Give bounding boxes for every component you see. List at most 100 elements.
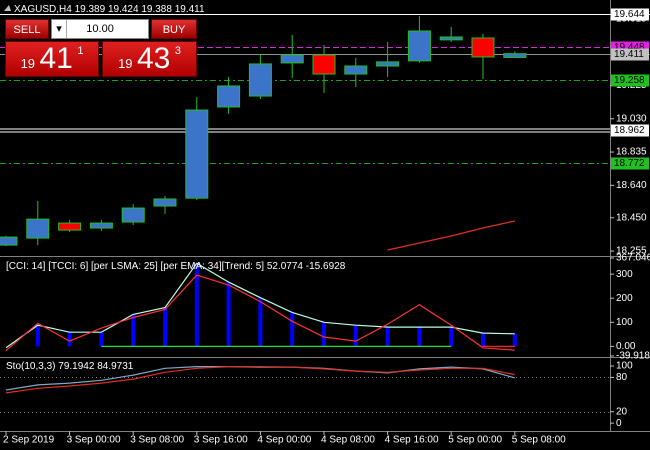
- y-tick-label: 300: [616, 269, 633, 280]
- histogram-bar: [481, 333, 485, 347]
- indicator-value: 52.0774: [267, 261, 304, 272]
- price-pips: 43: [136, 42, 171, 75]
- x-tick-label: 3 Sep 00:00: [67, 435, 121, 446]
- level-label: 19.411: [614, 49, 644, 60]
- indicator-value: 84.9731: [97, 361, 134, 372]
- histogram-bar: [99, 332, 104, 347]
- histogram-bar: [385, 327, 390, 347]
- y-tick-label: 367.0466: [616, 253, 650, 264]
- histogram-bar: [322, 322, 326, 347]
- ohlc-value: 19.389: [75, 4, 106, 15]
- candle-body: [376, 61, 400, 67]
- indicator-line: [5, 366, 515, 394]
- ohlc-value: 19.388: [141, 4, 172, 15]
- sell-button[interactable]: SELL: [5, 19, 49, 39]
- ohlc-value: 19.411: [175, 4, 205, 15]
- histogram-bar: [290, 312, 295, 347]
- level-label-bg: [611, 48, 649, 61]
- lot-down[interactable]: ▾: [52, 20, 67, 38]
- candle-body: [58, 222, 82, 231]
- indicator-value: -15.6928: [306, 261, 346, 272]
- symbol: XAGUSD,H4: [14, 4, 72, 15]
- indicator-title: [CCI: 14] [TCCI: 6] [per LSMA: 25] [per …: [6, 261, 346, 272]
- price-big-figure: 19: [20, 56, 36, 71]
- histogram-bar: [512, 333, 517, 347]
- level-label: 19.448: [614, 42, 645, 53]
- buy-button[interactable]: BUY: [151, 19, 197, 39]
- x-tick-label: 2 Sep 2019: [3, 435, 55, 446]
- y-tick-label: 20: [616, 406, 628, 417]
- buy-price[interactable]: 19 43 3: [102, 41, 197, 77]
- histogram-bar: [226, 282, 231, 347]
- y-tick-label: 200: [616, 293, 633, 304]
- y-tick-label: -39.9185: [616, 351, 650, 362]
- symbol-icon: [4, 5, 11, 11]
- candle-body: [0, 236, 18, 246]
- moving-average: [387, 220, 515, 251]
- price-fraction: 1: [77, 45, 84, 57]
- y-tick-label: 0: [616, 418, 622, 429]
- one-click-trading: SELL ▾ 10.00 BUY 19 41 1 19 43 3: [5, 19, 197, 77]
- indicator-title: Sto(10,3,3) 79.1942 84.9731: [6, 361, 134, 372]
- indicator-name: Sto(10,3,3): [6, 361, 55, 372]
- candle-body: [312, 54, 336, 75]
- candle-body: [280, 54, 304, 64]
- candle-body: [217, 85, 241, 108]
- ohlc-value: 19.424: [108, 4, 139, 15]
- candle-body: [503, 53, 527, 58]
- candle-body: [439, 36, 463, 41]
- candle-body: [248, 63, 272, 97]
- indicator-value: 79.1942: [58, 361, 95, 372]
- sell-price[interactable]: 19 41 1: [5, 41, 99, 77]
- y-tick-label: 18.835: [616, 147, 647, 158]
- level-label: 18.962: [614, 125, 645, 136]
- candle-body: [344, 65, 368, 75]
- candle-body: [89, 222, 113, 229]
- histogram-bar: [194, 263, 199, 347]
- y-tick-label: 18.255: [616, 246, 647, 257]
- x-tick-label: 5 Sep 00:00: [448, 435, 502, 446]
- histogram-bar: [35, 325, 40, 347]
- level-label-bg: [611, 8, 649, 21]
- candle-body: [153, 198, 177, 207]
- y-tick-label: 18.640: [616, 180, 647, 191]
- y-tick-label: 0.00: [616, 341, 636, 352]
- level-label: 19.258: [614, 75, 645, 86]
- level-label: 18.772: [614, 158, 645, 169]
- histogram-bar: [258, 297, 263, 347]
- level-label: 19.644: [614, 9, 645, 20]
- level-label-bg: [611, 124, 649, 137]
- price-big-figure: 19: [118, 56, 133, 71]
- y-tick-label: 18.450: [616, 212, 647, 223]
- histogram-bar: [417, 327, 422, 347]
- x-tick-label: 5 Sep 08:00: [512, 435, 566, 446]
- histogram-bar: [67, 332, 72, 347]
- histogram-bar: [163, 307, 167, 347]
- price-fraction: 3: [174, 45, 181, 57]
- candle-body: [471, 37, 495, 58]
- x-tick-label: 4 Sep 16:00: [385, 435, 439, 446]
- indicator-name: [CCI: 14] [TCCI: 6] [per LSMA: 25] [per …: [6, 261, 264, 272]
- y-tick-label: 19.030: [616, 113, 647, 124]
- y-tick-label: 80: [616, 372, 628, 383]
- x-tick-label: 4 Sep 08:00: [321, 435, 375, 446]
- level-label-bg: [611, 157, 649, 170]
- y-tick-label: 100: [616, 317, 633, 328]
- x-tick-label: 3 Sep 08:00: [130, 435, 184, 446]
- candle-body: [121, 207, 145, 223]
- x-tick-label: 4 Sep 00:00: [257, 435, 311, 446]
- candle-body: [26, 218, 50, 239]
- indicator-line: [5, 274, 515, 352]
- candle-body: [185, 109, 209, 199]
- candle-body: [407, 30, 431, 62]
- lot-field[interactable]: ▾ 10.00: [51, 19, 149, 39]
- x-tick-label: 3 Sep 16:00: [194, 435, 248, 446]
- y-tick-label: 100: [616, 361, 633, 372]
- lot-value: 10.00: [86, 23, 114, 35]
- histogram-bar: [449, 327, 454, 347]
- histogram-bar: [131, 314, 136, 347]
- price-pips: 41: [39, 42, 73, 75]
- histogram-bar: [353, 325, 358, 347]
- chart-title: XAGUSD,H4 19.389 19.424 19.388 19.411: [14, 4, 205, 15]
